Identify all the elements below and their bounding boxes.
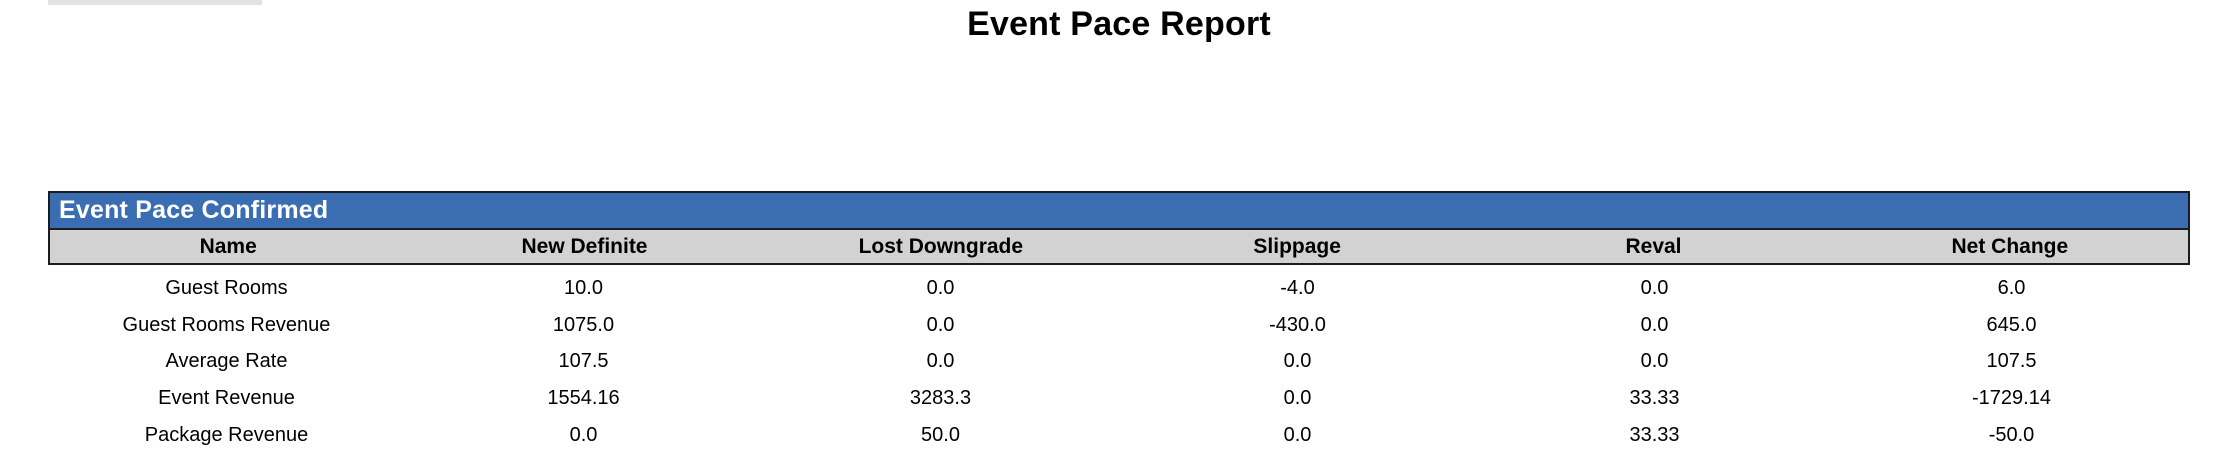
value-cell: 0.0	[1283, 350, 1312, 373]
column-header-name: Name	[199, 234, 257, 258]
table-row: Average Rate 107.5 0.0 0.0 0.0 107.5	[48, 344, 2190, 381]
value-cell: -1729.14	[1972, 387, 2051, 410]
value-cell: 10.0	[564, 276, 603, 299]
row-name-cell: Guest Rooms	[165, 276, 288, 299]
table-header-row: Name New Definite Lost Downgrade Slippag…	[50, 230, 2188, 263]
column-header-slippage: Slippage	[1253, 234, 1341, 258]
value-cell: 645.0	[1986, 313, 2037, 336]
value-cell: 3283.3	[909, 387, 972, 410]
value-cell: -50.0	[1988, 424, 2035, 447]
column-header-net-change: Net Change	[1951, 234, 2069, 258]
value-cell: 107.5	[558, 350, 609, 373]
value-cell: 0.0	[926, 276, 955, 299]
value-cell: 0.0	[1640, 276, 1669, 299]
table-row: Guest Rooms Revenue 1075.0 0.0 -430.0 0.…	[48, 307, 2190, 344]
table-title: Event Pace Confirmed	[59, 196, 329, 224]
value-cell: 1075.0	[552, 313, 615, 336]
value-cell: 0.0	[1640, 313, 1669, 336]
table-title-band: Event Pace Confirmed	[50, 193, 2188, 230]
value-cell: 0.0	[569, 424, 598, 447]
column-header-lost-downgrade: Lost Downgrade	[858, 234, 1024, 258]
table-body: Guest Rooms 10.0 0.0 -4.0 0.0 6.0 Guest …	[48, 270, 2190, 454]
value-cell: -4.0	[1280, 276, 1315, 299]
row-name-cell: Package Revenue	[144, 424, 309, 447]
partial-element-remnant	[48, 0, 262, 5]
row-name-cell: Event Revenue	[158, 387, 295, 410]
value-cell: -430.0	[1269, 313, 1326, 336]
value-cell: 33.33	[1629, 387, 1680, 410]
row-name-cell: Guest Rooms Revenue	[122, 313, 331, 336]
value-cell: 107.5	[1986, 350, 2037, 373]
value-cell: 0.0	[1640, 350, 1669, 373]
value-cell: 6.0	[1997, 276, 2026, 299]
value-cell: 33.33	[1629, 424, 1680, 447]
page-title: Event Pace Report	[967, 5, 1271, 43]
table-row: Package Revenue 0.0 50.0 0.0 33.33 -50.0	[48, 417, 2190, 454]
row-name-cell: Average Rate	[165, 350, 288, 373]
value-cell: 1554.16	[547, 387, 620, 410]
value-cell: 50.0	[921, 424, 960, 447]
value-cell: 0.0	[1283, 424, 1312, 447]
column-header-new-definite: New Definite	[521, 234, 648, 258]
table-row: Event Revenue 1554.16 3283.3 0.0 33.33 -…	[48, 380, 2190, 417]
table-row: Guest Rooms 10.0 0.0 -4.0 0.0 6.0	[48, 270, 2190, 307]
value-cell: 0.0	[926, 350, 955, 373]
column-header-reval: Reval	[1625, 234, 1682, 258]
value-cell: 0.0	[1283, 387, 1312, 410]
event-pace-confirmed-table: Event Pace Confirmed Name New Definite L…	[48, 191, 2190, 265]
value-cell: 0.0	[926, 313, 955, 336]
